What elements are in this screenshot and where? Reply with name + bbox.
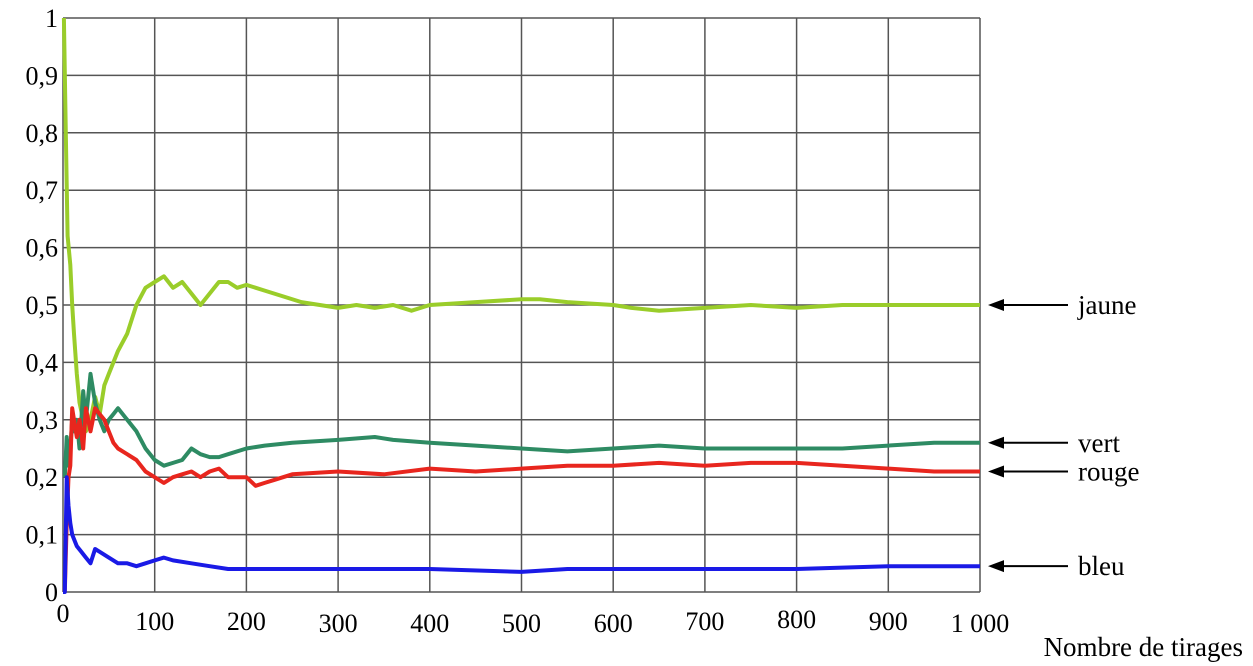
y-tick-label: 0,6	[26, 234, 59, 263]
y-tick-label: 0,2	[26, 463, 59, 492]
x-tick-label: 200	[227, 607, 266, 636]
y-tick-label: 0,4	[26, 348, 59, 377]
x-tick-label: 500	[502, 609, 541, 638]
series-vert-line	[65, 374, 980, 477]
y-tick-label: 0,7	[26, 176, 59, 205]
annotation-arrowhead-bleu	[988, 560, 1004, 572]
x-tick-label: 100	[135, 607, 174, 636]
y-tick-label: 0,9	[26, 61, 59, 90]
y-tick-label: 1	[45, 4, 58, 33]
annotation-arrowhead-jaune	[988, 299, 1004, 311]
annotation-label-bleu: bleu	[1078, 551, 1125, 581]
x-tick-label: 800	[777, 605, 816, 634]
x-tick-label: 600	[594, 609, 633, 638]
annotation-label-jaune: jaune	[1077, 290, 1136, 320]
x-tick-label: 0	[57, 599, 70, 628]
annotation-arrowhead-vert	[988, 437, 1004, 449]
annotation-label-vert: vert	[1078, 428, 1120, 458]
y-tick-label: 0,1	[26, 521, 59, 550]
x-axis-label: Nombre de tirages	[1044, 632, 1243, 662]
annotation-arrowhead-rouge	[988, 465, 1004, 477]
y-tick-label: 0,3	[26, 406, 59, 435]
x-tick-label: 400	[410, 609, 449, 638]
x-tick-label: 700	[685, 607, 724, 636]
y-tick-label: 0,5	[26, 291, 59, 320]
x-tick-label: 1 000	[951, 609, 1010, 638]
x-tick-label: 900	[869, 607, 908, 636]
x-tick-label: 300	[319, 609, 358, 638]
annotation-label-rouge: rouge	[1078, 456, 1139, 486]
y-tick-label: 0,8	[26, 119, 59, 148]
